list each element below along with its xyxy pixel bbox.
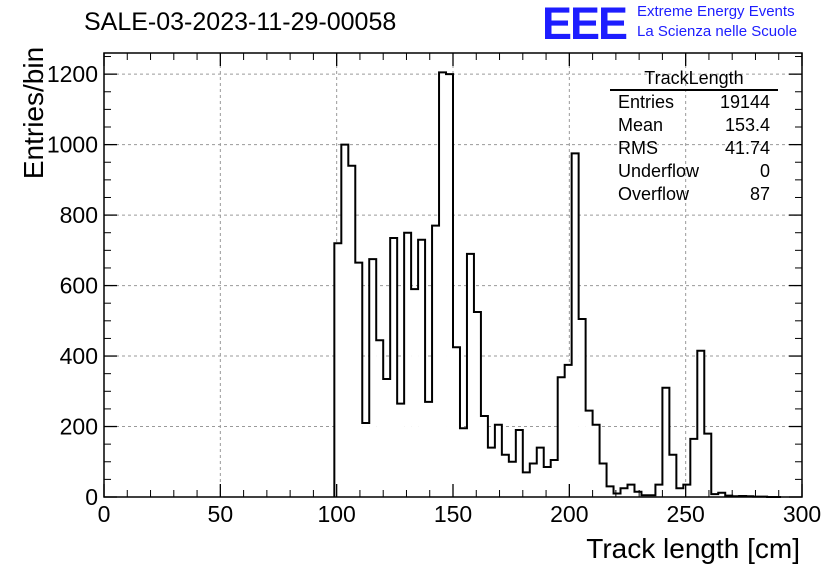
stats-row-overflow: Overflow 87 [610,183,778,206]
histogram-bar [585,410,593,497]
histogram-bar [508,461,516,497]
histogram-bar [390,238,398,497]
histogram-bar [718,492,726,497]
stats-row-mean: Mean 153.4 [610,114,778,137]
stats-label: RMS [618,138,658,158]
histogram-bar [578,319,586,497]
histogram-bar [376,340,384,497]
histogram-bar [599,463,607,497]
stats-row-underflow: Underflow 0 [610,160,778,183]
y-tick-label: 0 [85,484,98,510]
histogram-bar [355,262,363,497]
histogram-bar [522,472,530,497]
stats-row-rms: RMS 41.74 [610,137,778,160]
x-tick-label: 50 [208,501,234,527]
histogram-bar [627,484,635,497]
histogram-bar [432,225,440,497]
histogram-bar [669,454,677,497]
histogram-bar [564,364,572,497]
histogram-bar [473,312,481,497]
x-axis-label: Track length [cm] [586,533,800,564]
histogram-bar [697,350,705,497]
histogram-bar [411,289,419,497]
stats-label: Overflow [618,184,690,204]
stats-value: 153.4 [724,115,770,135]
x-tick-label: 0 [98,501,111,527]
x-tick-label: 250 [666,501,704,527]
histogram-bar [536,447,544,497]
stats-value: 41.74 [724,138,770,158]
histogram-bar [543,467,551,497]
logo-text-line2: La Scienza nelle Scuole [637,23,798,40]
histogram-bar [655,484,663,497]
histogram-bar [571,153,579,497]
histogram-bar [515,430,523,497]
histogram-bar [418,239,426,497]
stats-row-entries: Entries 19144 [610,91,778,114]
y-tick-label: 200 [60,414,98,440]
histogram-outline [333,71,782,498]
histogram-bar [662,387,670,497]
histogram-bar [466,253,474,497]
logo-text-line1: Extreme Energy Events [637,3,795,20]
histogram-bar [676,488,684,497]
stats-value: 19144 [719,92,770,112]
x-tick-label: 150 [434,501,472,527]
histogram-bar [362,423,370,497]
histogram-bar [494,424,502,497]
histogram-bar [613,493,621,497]
run-title: SALE-03-2023-11-29-00058 [84,8,397,36]
histogram-bar [487,447,495,497]
histogram-bar [606,486,614,497]
histogram-bar [480,415,488,497]
eee-logo: EEE [542,0,628,49]
stats-label: Mean [618,115,664,135]
y-tick-label: 1200 [47,61,98,87]
y-axis-label: Entries/bin [18,46,49,180]
stats-label: Entries [618,92,675,112]
stats-box: TrackLength Entries 19144 Mean 153.4 RMS… [610,68,778,206]
y-tick-label: 400 [60,343,98,369]
histogram-bar [557,377,565,497]
histogram-bar [690,438,698,497]
histogram-bar [341,144,349,497]
histogram-bar [397,403,405,497]
x-tick-label: 200 [550,501,588,527]
histogram-bar [383,378,391,497]
histogram-bar [425,401,433,497]
histogram-bar [550,460,558,497]
stats-value: 0 [759,161,770,181]
x-tick-label: 300 [783,501,821,527]
histogram-bar [453,347,460,497]
stats-title: TrackLength [610,68,778,91]
x-tick-label: 100 [317,501,355,527]
histogram-bar [529,463,537,497]
histogram-bar [439,72,447,497]
histogram-bar [459,428,467,497]
stats-label: Underflow [618,161,700,181]
stats-value: 87 [749,184,770,204]
histogram-bar [348,165,356,497]
y-tick-label: 1000 [47,132,98,158]
histogram-bar [711,494,719,497]
histogram-bar [704,433,712,497]
y-tick-label: 800 [60,202,98,228]
histogram-bar [404,232,412,497]
histogram-bar [634,491,642,497]
histogram-bar [369,259,377,497]
histogram-bar [683,484,691,497]
histogram-bar [620,488,628,497]
histogram-bar [501,454,509,497]
histogram-bar [334,243,342,497]
y-tick-label: 600 [60,273,98,299]
histogram-bar [446,74,453,498]
histogram-bar [592,424,600,497]
